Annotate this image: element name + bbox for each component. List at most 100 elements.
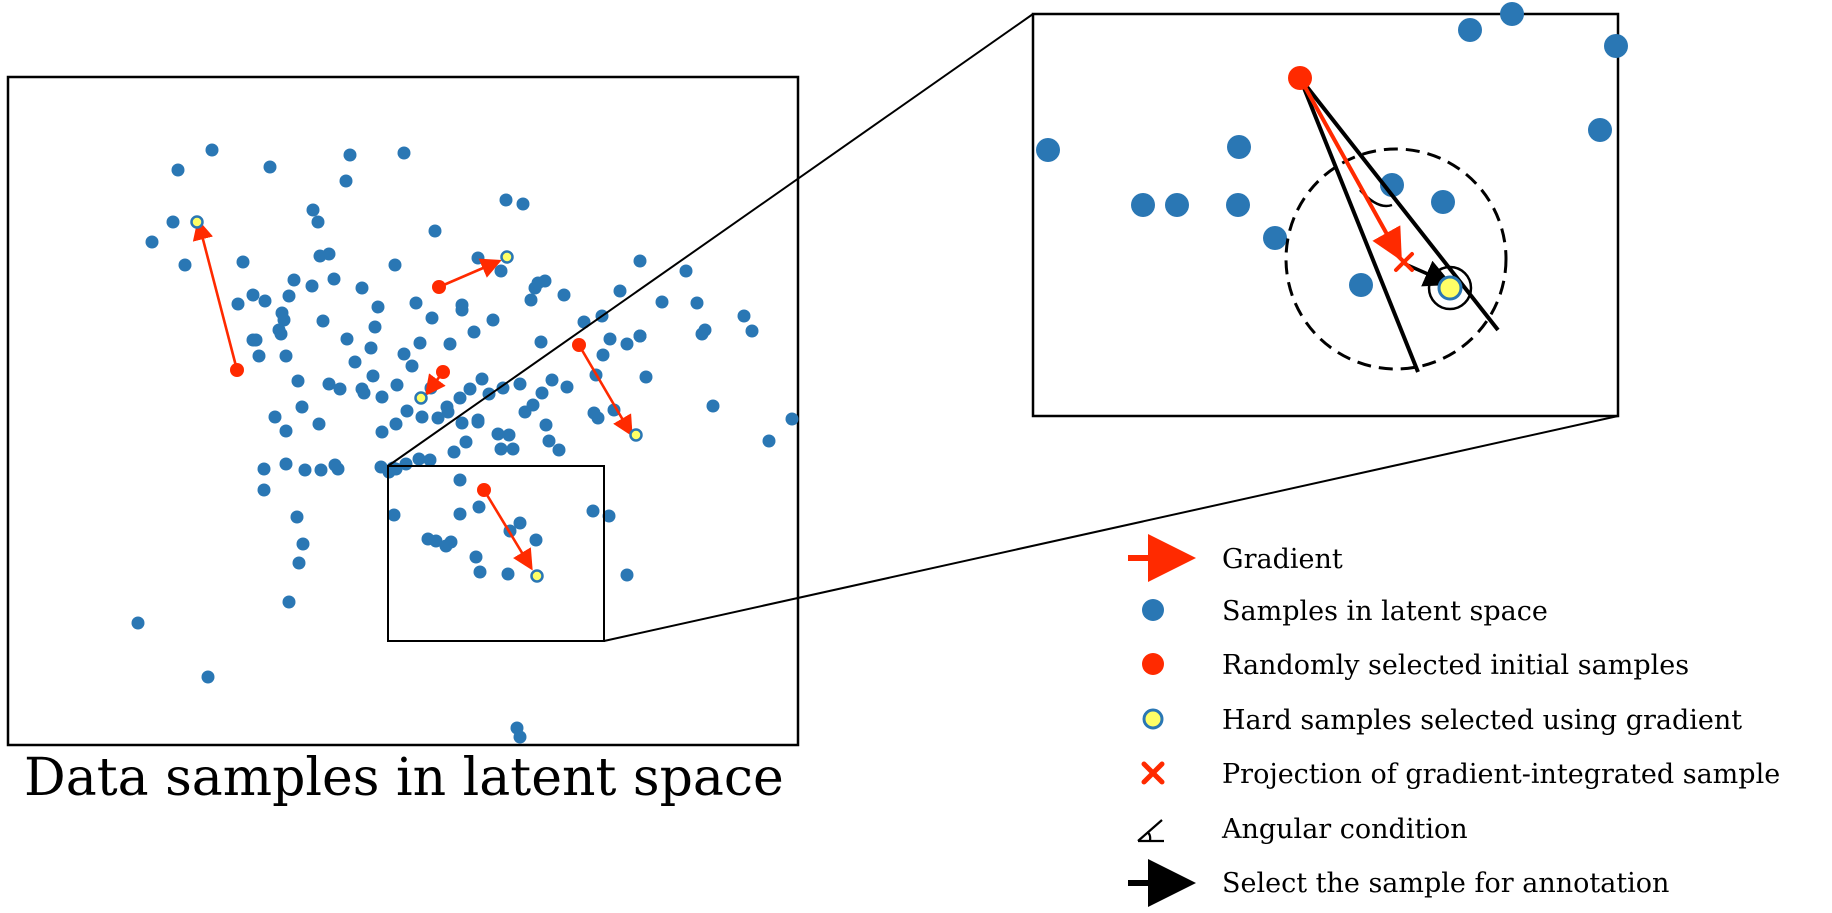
- latent-sample-dot: [471, 251, 485, 265]
- latent-sample-dot: [305, 279, 319, 293]
- latent-sample-dot: [279, 349, 293, 363]
- latent-sample-dot: [455, 416, 469, 430]
- latent-sample-dot: [263, 160, 277, 174]
- latent-sample-dot: [447, 445, 461, 459]
- legend: Gradient Samples in latent space Randoml…: [1128, 534, 1780, 907]
- latent-sample-dot: [557, 288, 571, 302]
- zoom-sample-dot: [1431, 190, 1455, 214]
- latent-sample-dot: [602, 509, 616, 523]
- initial-sample-dot: [230, 363, 244, 377]
- latent-sample-dot: [314, 463, 328, 477]
- select-arrow: [1404, 260, 1453, 287]
- zoom-sample-dot: [1458, 18, 1482, 42]
- latent-sample-dot: [312, 417, 326, 431]
- zoom-sample-dot: [1588, 118, 1612, 142]
- red-cross-icon: [1141, 761, 1165, 785]
- latent-sample-dot: [390, 378, 404, 392]
- latent-sample-dot: [295, 400, 309, 414]
- latent-sample-dot: [257, 462, 271, 476]
- latent-sample-dot: [529, 533, 543, 547]
- latent-sample-dot: [603, 332, 617, 346]
- zoom-initial-sample: [1288, 66, 1312, 90]
- latent-sample-dot: [272, 323, 286, 337]
- zoom-sample-dot: [1380, 173, 1404, 197]
- hard-sample-dot: [414, 391, 428, 405]
- latent-sample-dot: [560, 380, 574, 394]
- latent-sample-dot: [282, 289, 296, 303]
- latent-sample-dot: [473, 565, 487, 579]
- latent-sample-dot: [257, 483, 271, 497]
- latent-sample-dot: [366, 369, 380, 383]
- zoom-sample-dot: [1226, 193, 1250, 217]
- latent-sample-dot: [607, 403, 621, 417]
- projection-cross-icon: [1394, 252, 1414, 272]
- hard-sample-dot: [190, 215, 204, 229]
- latent-sample-dot: [679, 264, 693, 278]
- latent-sample-dot: [455, 303, 469, 317]
- latent-sample-dot: [620, 337, 634, 351]
- latent-sample-dot: [429, 534, 443, 548]
- latent-sample-dot: [313, 249, 327, 263]
- legend-item-samples: Samples in latent space: [1142, 596, 1548, 627]
- latent-sample-dot: [494, 264, 508, 278]
- latent-sample-dot: [499, 193, 513, 207]
- latent-sample-dot: [587, 406, 601, 420]
- latent-sample-dot: [471, 415, 485, 429]
- latent-sample-dot: [275, 306, 289, 320]
- latent-sample-dot: [518, 405, 532, 419]
- latent-sample-dot: [535, 386, 549, 400]
- hard-sample-dot-icon: [1142, 708, 1164, 730]
- legend-label: Select the sample for annotation: [1222, 868, 1669, 899]
- latent-sample-dot: [388, 258, 402, 272]
- zoom-sample-dot: [1263, 226, 1287, 250]
- latent-sample-dot: [513, 730, 527, 744]
- latent-sample-dot: [413, 336, 427, 350]
- zoom-sample-dot: [1500, 2, 1524, 26]
- angle-line-left: [1298, 77, 1420, 373]
- legend-label: Angular condition: [1221, 814, 1468, 845]
- legend-item-angle: Angular condition: [1137, 814, 1468, 845]
- latent-sample-dot: [633, 254, 647, 268]
- latent-sample-dot: [633, 329, 647, 343]
- gradient-arrows-group: [192, 218, 633, 571]
- latent-sample-dot: [287, 273, 301, 287]
- angle-line-right: [1298, 76, 1500, 332]
- latent-sample-dot: [425, 311, 439, 325]
- latent-sample-dot: [249, 333, 263, 347]
- latent-sample-dot: [375, 390, 389, 404]
- hard-sample-dot: [500, 250, 514, 264]
- latent-sample-dot: [745, 324, 759, 338]
- latent-sample-dot: [453, 507, 467, 521]
- latent-sample-dot: [690, 296, 704, 310]
- latent-sample-dot: [491, 427, 505, 441]
- latent-sample-dot: [405, 359, 419, 373]
- latent-sample-dot: [524, 293, 538, 307]
- latent-sample-dot: [737, 309, 751, 323]
- latent-sample-dot: [463, 382, 477, 396]
- latent-sample-dot: [494, 442, 508, 456]
- gradient-arrow: [577, 344, 633, 437]
- latent-sample-dot: [387, 508, 401, 522]
- initial-sample-dot: [432, 280, 446, 294]
- latent-sample-dot: [496, 381, 510, 395]
- latent-sample-dot: [459, 435, 473, 449]
- zoom-hard-sample: [1437, 275, 1463, 301]
- legend-label: Projection of gradient-integrated sample: [1222, 759, 1780, 790]
- latent-sample-dot: [762, 434, 776, 448]
- initial-sample-dot: [477, 483, 491, 497]
- latent-sample-dot: [375, 425, 389, 439]
- latent-sample-dot: [131, 616, 145, 630]
- search-radius-circle: [1284, 147, 1508, 371]
- latent-sample-dot: [516, 197, 530, 211]
- legend-item-hard: Hard samples selected using gradient: [1142, 705, 1742, 736]
- latent-sample-dot: [596, 348, 610, 362]
- legend-label: Gradient: [1222, 544, 1343, 575]
- gradient-arrow: [438, 258, 502, 289]
- latent-sample-dot: [586, 504, 600, 518]
- latent-sample-dot: [311, 215, 325, 229]
- legend-item-initial: Randomly selected initial samples: [1142, 650, 1689, 681]
- latent-sample-dot: [327, 272, 341, 286]
- latent-sample-dot: [236, 255, 250, 269]
- latent-sample-dot: [409, 296, 423, 310]
- latent-sample-dot: [252, 349, 266, 363]
